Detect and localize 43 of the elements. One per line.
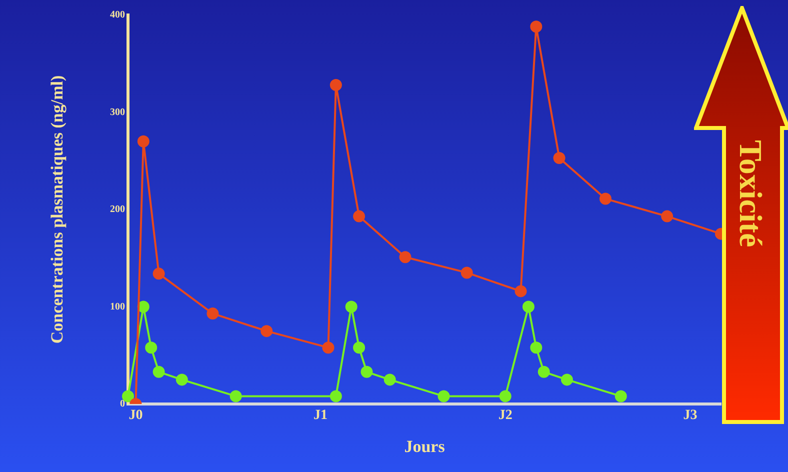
point [260,325,273,338]
point [661,210,674,222]
point [230,390,242,402]
point [322,342,334,354]
y-axis-title: Concentrations plasmatiques (ng/ml) [48,75,67,344]
point [399,251,412,264]
y-tick-label: 200 [110,204,125,216]
x-tick-label: J0 [128,408,143,424]
point [538,366,550,378]
point [152,366,165,378]
point [137,135,150,148]
point [530,20,542,33]
point [360,366,373,378]
y-tick-label: 300 [110,106,125,118]
y-tick-label: 100 [110,301,125,312]
x-tick-label: J2 [498,408,512,424]
point [345,300,358,313]
point [614,390,627,402]
point [206,308,219,320]
point [145,342,158,354]
point [438,390,450,402]
point [530,342,542,354]
point [499,390,512,402]
point [176,374,188,386]
y-tick-label: 0 [120,398,125,410]
point [522,300,534,313]
y-tick-label: 400 [110,10,125,21]
point [330,79,342,92]
point [137,300,150,313]
point [330,390,342,402]
point [460,266,473,279]
x-axis-title: Jours [404,437,446,456]
point [353,210,366,222]
x-tick-label: J3 [683,408,698,424]
point [514,285,527,298]
point [152,268,165,280]
point [553,152,566,164]
point [560,374,573,386]
point [599,192,612,205]
point [353,342,366,354]
x-tick-label: J1 [314,408,328,424]
text: Toxicité [733,140,769,248]
point [384,374,396,386]
